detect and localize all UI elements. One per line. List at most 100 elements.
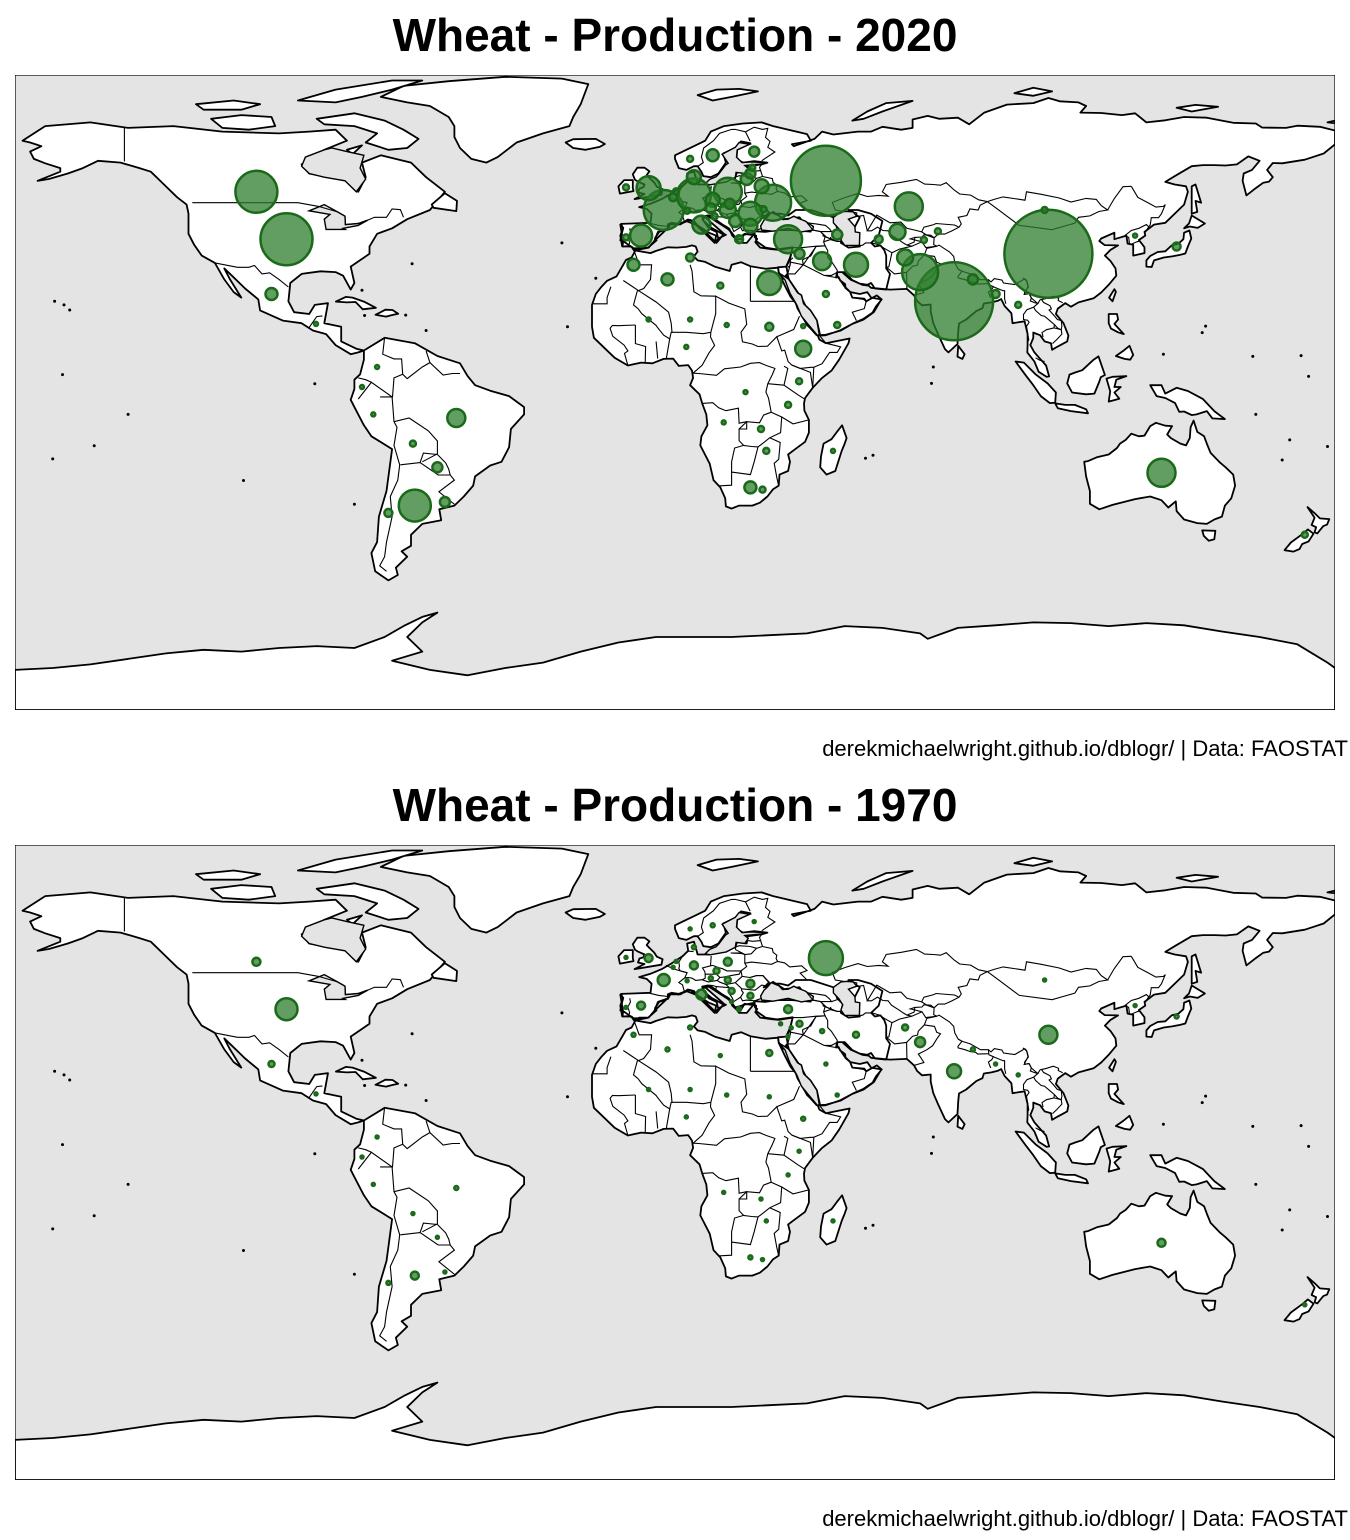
bubble-saudi-arabia (821, 289, 831, 299)
bubble-kenya (796, 1148, 802, 1154)
bubble-norway (687, 926, 693, 932)
bubble-bulgaria (746, 991, 755, 1000)
country-border (791, 364, 814, 388)
landmass-taiwan (1108, 1058, 1117, 1073)
country-border (787, 1029, 804, 1045)
bubble-russia (807, 939, 845, 977)
bubble-spain (628, 223, 654, 248)
country-border (822, 1005, 826, 1008)
bubble-chile (385, 1279, 392, 1287)
island-dot (1254, 412, 1258, 416)
bubble-sweden (705, 148, 720, 163)
country-border (655, 1111, 659, 1129)
landmass-borneo (1066, 355, 1106, 396)
world-map (15, 75, 1335, 710)
bubble-morocco (626, 257, 641, 273)
country-border (702, 1172, 748, 1216)
landmass-novaya-zemlya (851, 870, 914, 892)
island-dot (864, 456, 867, 460)
bubble-morocco (630, 1031, 637, 1039)
landmass-svalbard (696, 858, 759, 872)
country-borders (123, 896, 1166, 1342)
island-dot (566, 1095, 569, 1099)
bubble-poland (722, 956, 734, 968)
island-dot (61, 373, 64, 377)
bubble-ecuador (358, 383, 366, 391)
water-hudson-bay (300, 147, 367, 193)
bubble-iraq (811, 250, 833, 272)
country-border (1035, 357, 1045, 363)
landmass-wrangel (1326, 889, 1335, 895)
country-border (823, 1009, 841, 1013)
bubble-uruguay (442, 1269, 448, 1275)
bubble-uruguay (438, 495, 452, 509)
country-border (783, 365, 789, 386)
country-border (806, 222, 833, 233)
bubble-mali (645, 1086, 652, 1093)
bubble-albania (728, 998, 735, 1005)
island-dot (404, 313, 408, 317)
landmass-java (1054, 1172, 1089, 1185)
country-border (908, 236, 923, 243)
bubble-yugoslavia (727, 986, 736, 996)
landmass-taiwan (1108, 288, 1117, 303)
landmass-sri-lanka (956, 1114, 966, 1130)
bubble-bolivia (408, 439, 418, 448)
country-border (820, 231, 833, 241)
bubble-lebanon (788, 1025, 794, 1031)
landmass-philippines (1107, 313, 1125, 335)
bubble-moldova (759, 205, 768, 214)
island-dot (53, 299, 57, 303)
landmass-borneo (1066, 1125, 1106, 1166)
landmass-wrangel (1326, 119, 1335, 125)
bubble-yemen (832, 320, 842, 330)
bubble-switzerland (684, 978, 690, 984)
country-border (1131, 1010, 1141, 1015)
country-border (844, 178, 988, 203)
country-border (1131, 240, 1141, 245)
bubble-portugal (621, 233, 631, 242)
country-border (734, 940, 764, 956)
island-dot (352, 1272, 356, 1276)
map-panel-2020: Wheat - Production - 2020 derekmichaelwr… (15, 12, 1348, 760)
country-border (692, 1102, 716, 1144)
country-border (731, 1216, 759, 1246)
bubble-zambia (756, 424, 766, 434)
bubble-hungary (723, 975, 733, 985)
country-border (393, 1187, 438, 1233)
island-dot (1161, 1122, 1165, 1126)
island-dot (864, 1226, 867, 1230)
country-border (592, 286, 612, 305)
landmass-mindanao (1115, 1114, 1135, 1131)
small-islands (51, 1011, 1329, 1276)
landmass-new-siberian (1175, 874, 1219, 883)
island-dot (871, 453, 875, 457)
bubble-ethiopia (799, 1115, 807, 1122)
bubble-united-kingdom (643, 952, 654, 964)
country-border (609, 1094, 636, 1136)
island-dot (931, 1135, 935, 1139)
landmass-severnaya (1013, 856, 1053, 867)
landmass-nz-north (1306, 506, 1331, 535)
bubble-guatemala (313, 1091, 319, 1097)
island-dot (931, 365, 935, 369)
island-dot (1200, 331, 1204, 335)
country-border (382, 337, 404, 375)
bubble-madagascar (829, 447, 837, 455)
country-border (776, 1085, 801, 1108)
island-dot (363, 1084, 367, 1087)
bubble-denmark (685, 168, 703, 186)
country-border (776, 315, 801, 338)
country-border (851, 297, 867, 321)
bubble-paraguay (431, 461, 444, 474)
bubble-bolivia (410, 1210, 416, 1217)
bubble-israel (785, 1033, 791, 1040)
landmass-newfoundland (430, 192, 458, 212)
bubble-sweden (709, 922, 716, 929)
bubble-mongolia (1040, 205, 1049, 215)
bubble-tunisia (684, 252, 696, 263)
landmass-victoria-isl (210, 884, 277, 901)
country-border (677, 976, 718, 992)
island-dot (242, 479, 245, 482)
map-title: Wheat - Production - 1970 (392, 779, 958, 831)
